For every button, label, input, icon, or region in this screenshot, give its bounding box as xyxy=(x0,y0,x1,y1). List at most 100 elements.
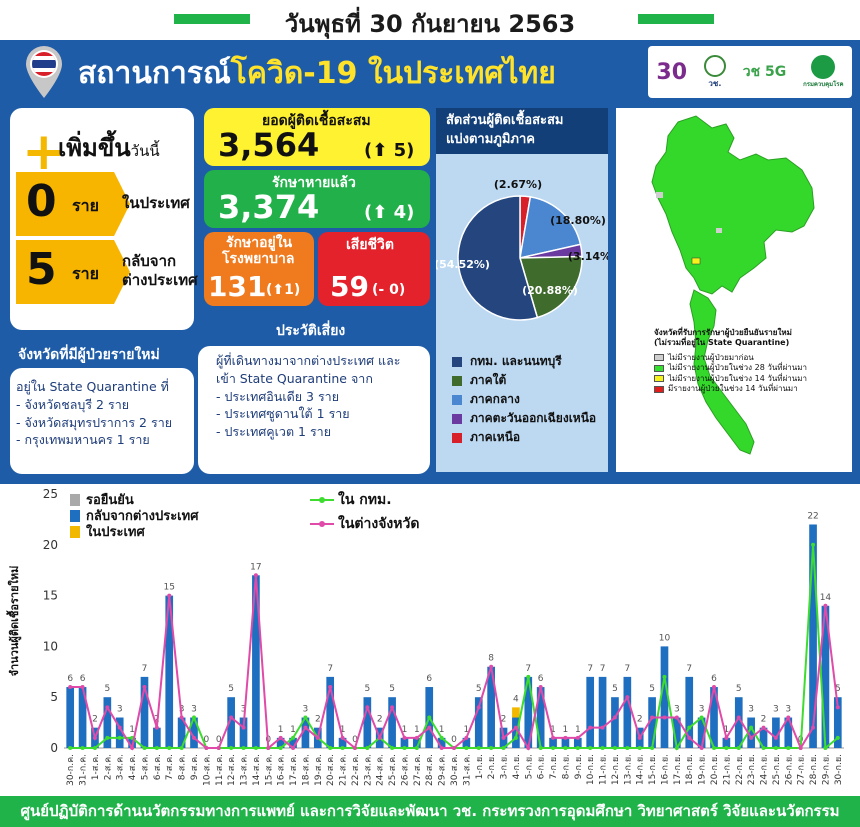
pie-slice-label: (2.67%) xyxy=(494,178,542,191)
bar-total-label: 3 xyxy=(303,705,309,715)
line-point xyxy=(650,715,655,720)
x-tick-label: 10-ก.ย. xyxy=(586,754,596,785)
bar-total-label: 5 xyxy=(649,684,655,694)
pie-legend-swatch xyxy=(452,375,462,386)
line-point xyxy=(92,746,97,750)
x-tick-label: 4-ก.ย. xyxy=(512,754,522,779)
x-tick-label: 31-ก.ค. xyxy=(79,754,89,786)
line-point xyxy=(588,725,593,730)
line-point xyxy=(340,735,345,740)
line-legend-label: ใน กทม. xyxy=(338,490,392,508)
bar-total-label: 3 xyxy=(674,705,680,715)
bar-total-label: 0 xyxy=(216,735,222,745)
bar-legend-swatch xyxy=(70,494,80,506)
line-point xyxy=(154,746,159,750)
x-tick-label: 16-ก.ย. xyxy=(660,754,670,785)
line-legend-marker xyxy=(319,497,325,503)
x-tick-label: 20-ก.ย. xyxy=(710,754,720,785)
line-point xyxy=(390,746,395,750)
x-tick-label: 3-ส.ค. xyxy=(116,754,126,780)
bar xyxy=(140,676,149,748)
line-point xyxy=(761,746,766,750)
x-tick-label: 7-ส.ค. xyxy=(165,754,175,780)
x-tick-label: 21-ก.ย. xyxy=(722,754,732,785)
line-point xyxy=(674,746,679,750)
bar xyxy=(549,737,557,748)
bar-total-label: 3 xyxy=(748,705,754,715)
x-tick-label: 18-ส.ค. xyxy=(301,754,311,786)
title-highlight: โควิด-19 ในประเทศไทย xyxy=(230,56,556,91)
map-legend-item: ไม่มีรายงานผู้ป่วยมาก่อน xyxy=(654,353,807,363)
bar xyxy=(697,717,706,748)
partner-logos: 30 วช. วช 5G กรมควบคุมโรค xyxy=(648,46,852,98)
bar-total-label: 2 xyxy=(377,715,383,725)
bar-total-label: 3 xyxy=(117,705,123,715)
y-tick-label: 10 xyxy=(43,639,58,653)
line-point xyxy=(92,735,97,740)
line-point xyxy=(365,746,370,750)
abroad-label: กลับจาก ต่างประเทศ xyxy=(122,252,198,289)
x-tick-label: 10-ส.ค. xyxy=(202,754,212,786)
line-point xyxy=(786,715,791,720)
line-point xyxy=(699,715,704,720)
local-count: 0 xyxy=(26,176,57,227)
bar-total-label: 1 xyxy=(290,725,296,735)
line-point xyxy=(662,715,667,720)
line-point xyxy=(588,746,593,750)
map-legend: จังหวัดที่รับการรักษาผู้ป่วยยืนยันรายใหม… xyxy=(654,328,807,393)
line-point xyxy=(612,746,617,750)
bar xyxy=(487,666,495,748)
bar-legend-swatch xyxy=(70,526,80,538)
line-point xyxy=(340,746,345,750)
x-tick-label: 11-ก.ย. xyxy=(599,754,609,785)
bar-total-label: 5 xyxy=(835,684,841,694)
line-point xyxy=(105,705,110,710)
bar xyxy=(326,676,335,748)
line-point xyxy=(773,746,778,750)
line-point xyxy=(303,725,308,730)
date-decor-left xyxy=(174,14,250,24)
line-point xyxy=(538,746,543,750)
line-point xyxy=(538,685,543,690)
bar-total-label: 5 xyxy=(228,684,234,694)
line-point xyxy=(489,664,494,669)
pie-legend-item: ภาคกลาง xyxy=(452,390,520,409)
line-point xyxy=(291,746,296,750)
line-point xyxy=(402,746,407,750)
today-increase-title: เพิ่มขึ้นวันนี้ xyxy=(58,134,160,162)
province-item: - กรุงเทพมหานคร 1 ราย xyxy=(16,432,150,448)
line-point xyxy=(167,593,172,598)
line-point xyxy=(489,746,494,750)
bar-total-label: 1 xyxy=(278,725,284,735)
line-point xyxy=(390,705,395,710)
pie-slice-label: (54.52%) xyxy=(436,258,490,271)
report-date: วันพุธที่ 30 กันยายน 2563 xyxy=(284,10,576,38)
x-tick-label: 5-ส.ค. xyxy=(140,754,150,780)
bar-total-label: 6 xyxy=(711,674,717,684)
line-point xyxy=(142,685,147,690)
bar-total-label: 7 xyxy=(624,664,630,674)
risk-heading: ประวัติเสี่ยง xyxy=(276,323,346,339)
bar xyxy=(462,737,471,748)
bar-total-label: 1 xyxy=(550,725,556,735)
line-point xyxy=(501,746,506,750)
x-tick-label: 27-ส.ค. xyxy=(413,754,423,786)
x-tick-label: 11-ส.ค. xyxy=(215,754,225,786)
bar-total-label: 22 xyxy=(807,511,818,521)
line-point xyxy=(117,735,122,740)
line-point xyxy=(266,746,271,750)
line-point xyxy=(278,746,283,750)
map-legend-item: ไม่มีรายงานผู้ป่วยในช่วง 28 วันที่ผ่านมา xyxy=(654,363,807,373)
line-point xyxy=(662,674,667,679)
bar-total-label: 0 xyxy=(451,735,457,745)
line-point xyxy=(427,715,432,720)
x-tick-label: 30-ก.ค. xyxy=(66,754,76,786)
bar-total-label: 1 xyxy=(563,725,569,735)
x-tick-label: 1-ก.ย. xyxy=(475,754,485,779)
daily-cases-chart-area: จำนวนผู้ติดเชื้อรายใหม่ 0 5 10 15 20 25 6 30-ก.ค… xyxy=(0,484,860,794)
bar xyxy=(252,575,260,748)
bar xyxy=(611,697,619,748)
bar-total-label: 1 xyxy=(402,725,408,735)
pie-legend-item: กทม. และนนทบุรี xyxy=(452,352,562,371)
x-tick-label: 15-ส.ค. xyxy=(264,754,274,786)
